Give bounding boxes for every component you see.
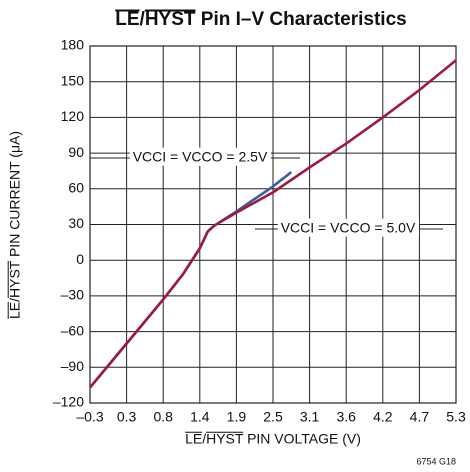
x-tick-label: 1.4 [190,409,210,425]
chart-title: LE/HYST Pin I–V Characteristics [115,9,406,30]
x-tick-label: 1.9 [227,409,247,425]
y-tick-label: 150 [61,72,85,88]
series-label-bg [129,147,271,166]
y-tick-label: 90 [68,144,84,160]
plot-frame [89,45,457,404]
series-line [89,59,457,389]
x-tick-label: –0.3 [76,409,103,425]
x-tick-label: 4.2 [373,409,393,425]
y-tick-label: 30 [68,215,84,231]
x-tick-label: 0.3 [117,409,137,425]
series-label-bg [277,218,419,237]
y-tick-label: –120 [53,394,84,410]
series-label: VCCI = VCCO = 2.5V [133,149,268,165]
y-tick-label: 60 [68,180,84,196]
y-tick-label: –60 [61,322,85,338]
x-tick-label: 2.5 [263,409,283,425]
series-line [89,171,293,389]
footnote: 6754 G18 [416,456,456,466]
y-axis-label-group: LE/HYST PIN CURRENT (μA) [7,131,23,320]
y-tick-label: 120 [61,108,85,124]
x-tick-label: 4.7 [410,409,430,425]
y-axis-label: LE/HYST PIN CURRENT (μA) [7,131,23,319]
x-tick-label: 0.8 [153,409,173,425]
series-label: VCCI = VCCO = 5.0V [281,220,416,236]
y-tick-label: 0 [76,251,84,267]
y-tick-label: –90 [61,358,85,374]
x-tick-label: 3.6 [336,409,356,425]
x-tick-label: 5.3 [446,409,466,425]
y-tick-label: 180 [61,37,85,53]
x-axis-label: LE/HYST PIN VOLTAGE (V) [185,431,361,447]
y-tick-label: –30 [61,287,85,303]
x-tick-label: 3.1 [300,409,320,425]
